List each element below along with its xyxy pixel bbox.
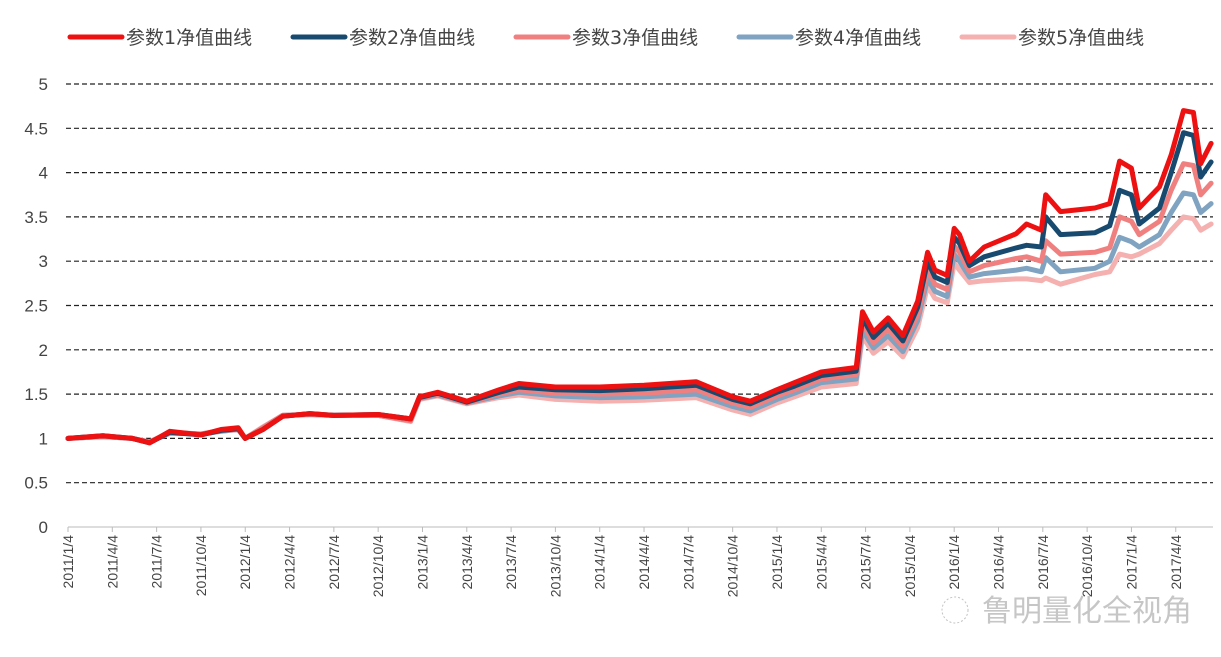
y-tick-label: 4 <box>39 164 48 183</box>
y-tick-label: 0.5 <box>24 474 48 493</box>
gridlines <box>66 83 1213 528</box>
y-tick-label: 2 <box>39 341 48 360</box>
x-tick-label: 2012/1/4 <box>237 535 253 590</box>
watermark-text: 鲁明量化全视角 <box>982 594 1192 629</box>
watermark: 鲁明量化全视角 <box>941 594 1192 629</box>
x-tick-label: 2015/4/4 <box>813 535 829 590</box>
x-tick-label: 2015/10/4 <box>902 535 918 597</box>
x-tick-label: 2014/4/4 <box>636 535 652 590</box>
x-tick-label: 2013/1/4 <box>414 535 430 590</box>
x-tick-label: 2016/1/4 <box>946 535 962 590</box>
x-tick-label: 2016/10/4 <box>1079 535 1095 597</box>
y-tick-label: 3.5 <box>24 208 48 227</box>
legend-item-5[interactable]: 参数5净值曲线 <box>959 27 1144 49</box>
wechat-icon <box>941 596 969 624</box>
x-tick-label: 2013/4/4 <box>459 535 475 590</box>
legend-label: 参数2净值曲线 <box>349 27 475 49</box>
x-tick-label: 2014/1/4 <box>592 535 608 590</box>
y-axis-ticks: 0 0.5 1 1.5 2 2.5 3 3.5 4 4.5 5 <box>24 75 48 537</box>
x-tick-label: 2016/7/4 <box>1035 535 1051 590</box>
y-tick-label: 0 <box>39 518 48 537</box>
legend: 参数1净值曲线 参数2净值曲线 参数3净值曲线 参数4净值曲线 参数5净值曲线 <box>67 27 1144 49</box>
x-tick-label: 2017/1/4 <box>1123 535 1139 590</box>
x-axis-ticks: 2011/1/4 2011/4/4 2011/7/4 2011/10/4 2012/1/… <box>60 527 1184 597</box>
legend-label: 参数4净值曲线 <box>795 27 921 49</box>
x-tick-label: 2017/4/4 <box>1168 535 1184 590</box>
x-tick-label: 2015/1/4 <box>769 535 785 590</box>
y-tick-label: 3 <box>39 252 48 271</box>
legend-item-3[interactable]: 参数3净值曲线 <box>513 27 698 49</box>
legend-item-1[interactable]: 参数1净值曲线 <box>67 27 252 49</box>
x-tick-label: 2014/7/4 <box>680 535 696 590</box>
x-tick-label: 2011/4/4 <box>104 535 120 589</box>
y-tick-label: 1 <box>39 429 48 448</box>
x-tick-label: 2016/4/4 <box>991 535 1007 590</box>
x-tick-label: 2011/7/4 <box>149 535 165 589</box>
series-line-5 <box>65 214 1214 445</box>
legend-label: 参数1净值曲线 <box>126 27 252 49</box>
x-tick-label: 2015/7/4 <box>858 535 874 590</box>
legend-label: 参数5净值曲线 <box>1018 27 1144 49</box>
x-tick-label: 2013/7/4 <box>503 535 519 590</box>
y-tick-label: 4.5 <box>24 119 48 138</box>
series-line-1 <box>65 108 1214 446</box>
legend-item-2[interactable]: 参数2净值曲线 <box>290 27 475 49</box>
x-tick-label: 2011/10/4 <box>193 535 209 596</box>
x-tick-label: 2012/4/4 <box>282 535 298 590</box>
x-tick-label: 2013/10/4 <box>547 535 563 597</box>
y-tick-label: 1.5 <box>24 385 48 404</box>
x-tick-label: 2014/10/4 <box>725 535 741 597</box>
y-tick-label: 2.5 <box>24 297 48 316</box>
legend-label: 参数3净值曲线 <box>572 27 698 49</box>
legend-item-4[interactable]: 参数4净值曲线 <box>736 27 921 49</box>
x-tick-label: 2012/10/4 <box>370 535 386 597</box>
y-tick-label: 5 <box>39 75 48 94</box>
x-tick-label: 2012/7/4 <box>326 535 342 590</box>
series-lines <box>65 108 1214 446</box>
x-tick-label: 2011/1/4 <box>60 535 76 589</box>
